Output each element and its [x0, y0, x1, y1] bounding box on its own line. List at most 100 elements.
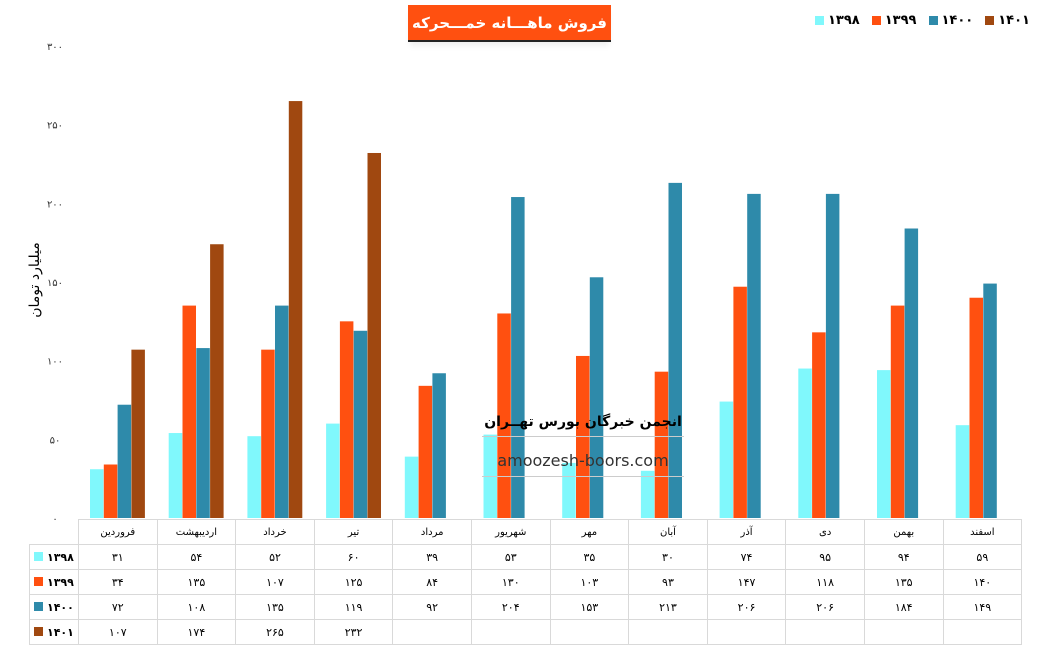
table-row: ۱۴۰۰ ۷۲ ۱۰۸ ۱۳۵ ۱۱۹ ۹۲ ۲۰۴ ۱۵۳ ۲۱۳ ۲۰۶ ۲۰۶ ۱۸۴ ۱۴۹ [29, 594, 1023, 620]
bar [497, 313, 511, 518]
series-header: ۱۴۰۱ [29, 619, 79, 645]
data-label: ۳۵ [549, 544, 630, 570]
bar [969, 297, 983, 518]
x-tick-label: آبان [628, 519, 708, 545]
data-label: ۳۴ [78, 569, 158, 595]
bar [210, 244, 224, 519]
data-label: ۱۱۸ [785, 569, 865, 595]
data-label [549, 619, 630, 645]
bar [877, 370, 891, 518]
x-tick-label: بهمن [863, 519, 944, 545]
bar [247, 436, 261, 518]
x-tick-label: آذر [706, 519, 787, 545]
legend-swatch [928, 16, 938, 25]
data-label: ۶۰ [313, 544, 394, 570]
series-header: ۱۴۰۰ [29, 594, 79, 620]
bar [812, 332, 826, 518]
data-label [785, 619, 865, 645]
data-label: ۹۳ [628, 569, 708, 595]
data-label: ۱۷۴ [156, 619, 237, 645]
bar [747, 193, 761, 519]
data-label: ۵۹ [942, 544, 1023, 570]
series-header: ۱۳۹۸ [29, 544, 79, 570]
data-label: ۷۴ [706, 544, 787, 570]
bar [418, 385, 433, 518]
series-swatch [34, 626, 43, 636]
bar [261, 349, 275, 518]
x-tick-label: تیر [313, 519, 394, 545]
x-tick-label: اردیبهشت [156, 519, 237, 545]
legend-label: ۱۳۹۹ [884, 13, 917, 28]
chart-title: فروش ماهـــانه خمـــحرکه [408, 5, 611, 42]
data-label: ۱۲۵ [313, 569, 394, 595]
legend-item: ۱۳۹۹ [871, 13, 917, 28]
bar [168, 433, 183, 518]
data-label: ۱۱۹ [313, 594, 394, 620]
legend-label: ۱۴۰۰ [941, 13, 974, 28]
legend-swatch [871, 16, 881, 25]
bar [117, 404, 132, 518]
legend: ۱۴۰۱ ۱۴۰۰ ۱۳۹۹ ۱۳۹۸ [815, 13, 1030, 28]
data-label: ۱۰۳ [549, 569, 630, 595]
data-label: ۱۳۵ [156, 569, 237, 595]
legend-label: ۱۳۹۸ [828, 13, 860, 28]
bar [103, 464, 118, 518]
series-header: ۱۳۹۹ [29, 569, 79, 595]
data-label: ۹۵ [785, 544, 865, 570]
data-label: ۲۱۳ [628, 594, 708, 620]
data-table: فروردین اردیبهشت خرداد تیر مرداد شهریور مهر آبا… [29, 519, 1023, 645]
bar [668, 182, 682, 518]
table-row: ۱۳۹۹ ۳۴ ۱۳۵ ۱۰۷ ۱۲۵ ۸۴ ۱۳۰ ۱۰۳ ۹۳ ۱۴۷ ۱۱۸ ۱۳۵ ۱۴۰ [29, 569, 1023, 595]
bar [367, 152, 381, 518]
data-label: ۱۴۷ [706, 569, 787, 595]
bar [890, 305, 905, 518]
bar [640, 470, 655, 518]
legend-label: ۱۴۰۱ [998, 13, 1030, 28]
x-tick-label: مرداد [392, 519, 472, 545]
data-label: ۲۳۲ [313, 619, 394, 645]
y-tick-label: ۱۰۰ [47, 357, 63, 368]
legend-item: ۱۴۰۰ [928, 13, 974, 28]
bar [275, 305, 289, 518]
x-tick-label: خرداد [235, 519, 315, 545]
data-label: ۱۵۳ [549, 594, 630, 620]
bar [511, 197, 525, 519]
legend-item: ۱۴۰۱ [985, 13, 1030, 28]
bar [904, 228, 919, 519]
bar [589, 277, 604, 518]
data-label: ۵۳ [470, 544, 551, 570]
x-tick-label: دی [785, 519, 865, 545]
data-label [392, 619, 472, 645]
data-label: ۷۲ [78, 594, 158, 620]
bar [353, 330, 368, 518]
bar [339, 321, 354, 518]
series-label: ۱۴۰۰ [47, 600, 74, 614]
bar [654, 371, 669, 518]
bar [90, 469, 104, 518]
y-tick-label: ۲۵۰ [47, 121, 63, 132]
y-tick-label: ۲۰۰ [47, 199, 63, 210]
legend-item: ۱۳۹۸ [815, 13, 860, 28]
data-label: ۱۴۰ [942, 569, 1023, 595]
series-label: ۱۴۰۱ [47, 625, 74, 639]
data-label: ۹۲ [392, 594, 472, 620]
data-label: ۵۲ [235, 544, 315, 570]
data-label: ۳۹ [392, 544, 472, 570]
data-label: ۲۰۴ [470, 594, 551, 620]
watermark-title: انجمن خبرگان بورس تهــران [482, 414, 684, 437]
data-label: ۱۰۷ [235, 569, 315, 595]
bar [733, 286, 747, 518]
y-tick-label: ۳۰۰ [47, 42, 63, 53]
bar [798, 368, 812, 518]
data-label: ۵۴ [156, 544, 237, 570]
x-tick-label: شهریور [470, 519, 551, 545]
data-label: ۱۸۴ [863, 594, 944, 620]
data-label [628, 619, 708, 645]
bar [404, 456, 419, 518]
x-tick-label: فروردین [78, 519, 158, 545]
x-tick-label: اسفند [942, 519, 1023, 545]
data-label: ۱۰۸ [156, 594, 237, 620]
series-swatch [34, 601, 43, 611]
data-label: ۹۴ [863, 544, 944, 570]
